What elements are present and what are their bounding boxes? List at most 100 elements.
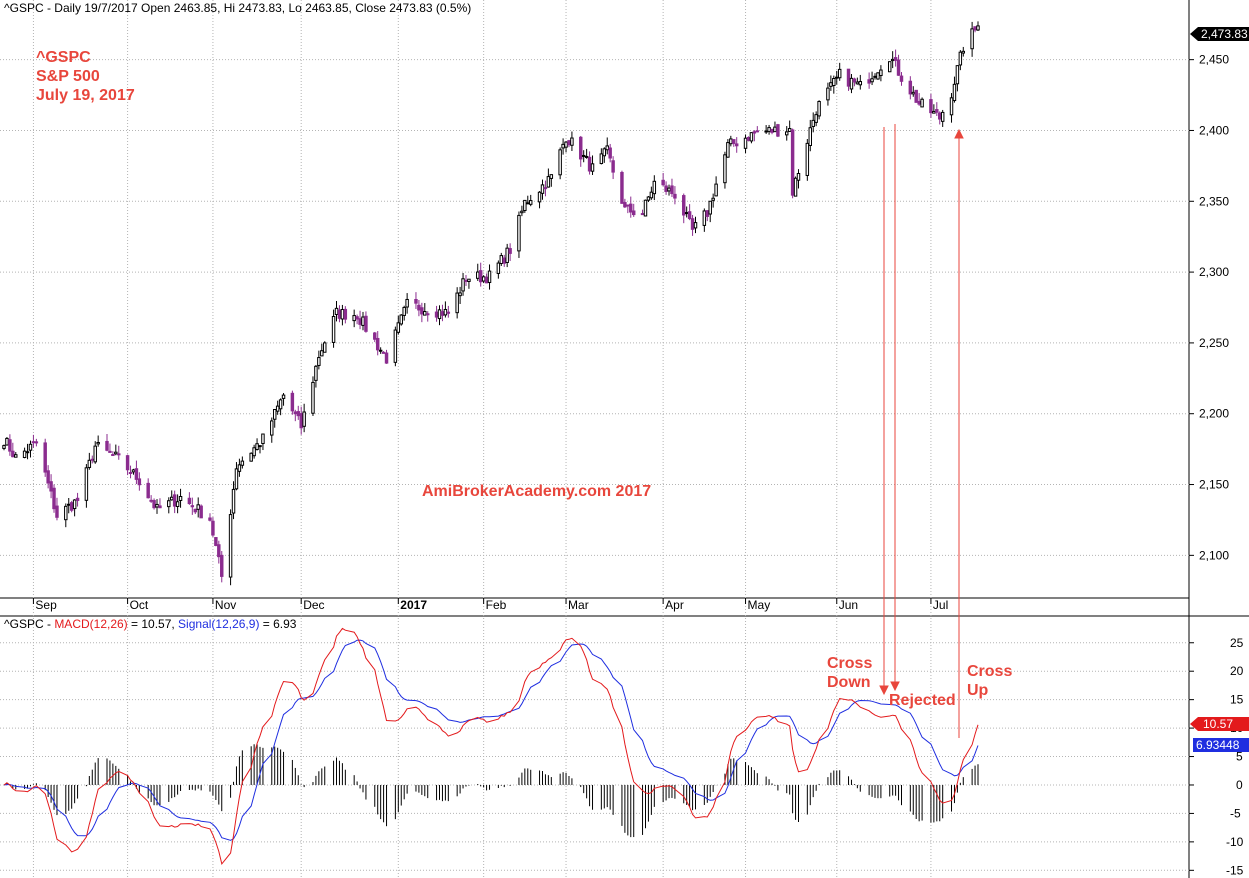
- candle-body: [311, 381, 315, 414]
- candle-body: [640, 213, 645, 216]
- candle-body: [705, 210, 710, 217]
- candle-body: [55, 505, 59, 518]
- candle-body: [561, 143, 565, 149]
- candle-body: [938, 112, 942, 120]
- candle-body: [31, 441, 36, 444]
- month-label: Oct: [130, 598, 149, 612]
- candle-body: [976, 25, 980, 31]
- macd-tick-label: -5: [1230, 806, 1241, 820]
- candle-body: [564, 141, 568, 148]
- month-label: Jul: [933, 598, 948, 612]
- candle-body: [172, 494, 177, 507]
- candle-body: [240, 460, 245, 466]
- candle-body: [899, 75, 904, 82]
- candle-body: [835, 76, 839, 79]
- candle-body: [393, 329, 398, 363]
- candle-body: [546, 176, 551, 188]
- candle-body: [402, 306, 406, 316]
- candle-body: [581, 154, 586, 157]
- candle-body: [231, 488, 236, 514]
- cross-up-label-line2: Up: [967, 682, 989, 699]
- candle-body: [590, 163, 595, 172]
- candle-body: [796, 172, 801, 181]
- candle-body: [234, 468, 239, 490]
- candle-body: [832, 78, 836, 86]
- candle-body: [175, 501, 180, 508]
- candle-body: [846, 68, 851, 87]
- candle-body: [970, 28, 974, 50]
- candle-body: [752, 131, 757, 134]
- candle-body: [811, 119, 815, 127]
- candle-body: [381, 351, 386, 354]
- candle-body: [785, 131, 789, 136]
- candle-body: [523, 199, 527, 211]
- signal-last-text: 6.93448: [1196, 738, 1240, 752]
- candle-body: [272, 408, 277, 420]
- candle-body: [484, 276, 489, 284]
- candle-body: [426, 313, 430, 316]
- candle-body: [437, 309, 442, 320]
- macd-tick-labels: -15-10-50510152025: [1189, 636, 1244, 877]
- candle-body: [917, 100, 921, 105]
- candle-body: [384, 352, 389, 364]
- candle-body: [2, 445, 6, 449]
- candle-body: [940, 111, 945, 122]
- candle-body: [611, 160, 615, 173]
- macd-last-text: 10.57: [1203, 717, 1233, 731]
- candle-body: [873, 75, 877, 78]
- candle-body: [464, 279, 468, 282]
- candle-body: [687, 211, 692, 220]
- candle-body: [155, 503, 159, 508]
- candle-body: [420, 307, 424, 315]
- candle-body: [711, 197, 715, 201]
- candle-body: [929, 99, 933, 114]
- price-candles: [2, 21, 980, 586]
- candle-body: [296, 411, 300, 417]
- candle-body: [949, 97, 954, 116]
- candle-body: [358, 318, 362, 325]
- candle-body: [228, 514, 233, 578]
- candle-body: [214, 537, 218, 546]
- candle-body: [364, 315, 368, 332]
- candle-body: [852, 78, 857, 83]
- candle-body: [620, 171, 624, 204]
- candle-body: [64, 505, 68, 521]
- month-label: May: [748, 598, 771, 612]
- candle-body: [549, 174, 554, 179]
- candle-body: [152, 500, 156, 509]
- candle-body: [764, 130, 768, 133]
- macd-header-value: = 10.57,: [128, 617, 178, 631]
- candle-body: [22, 450, 27, 458]
- candle-body: [193, 508, 197, 513]
- candle-body: [961, 50, 966, 54]
- month-label: Jun: [839, 598, 858, 612]
- macd-histogram: [6, 744, 979, 838]
- candle-body: [867, 79, 871, 84]
- price-header: ^GSPC - Daily 19/7/2017 Open 2463.85, Hi…: [4, 1, 471, 15]
- candle-body: [455, 292, 459, 314]
- candle-body: [220, 554, 224, 577]
- candle-body: [399, 314, 403, 325]
- candle-body: [505, 247, 509, 263]
- candle-body: [499, 255, 504, 265]
- candle-body: [72, 499, 77, 510]
- candle-body: [587, 156, 592, 172]
- candle-body: [46, 470, 50, 484]
- watermark-text: AmiBrokerAcademy.com 2017: [422, 483, 651, 500]
- candle-body: [87, 459, 92, 468]
- candle-body: [749, 132, 754, 142]
- macd-tick-label: 25: [1230, 636, 1244, 650]
- candle-body: [826, 87, 830, 101]
- candle-body: [755, 130, 760, 133]
- candle-body: [743, 137, 748, 149]
- month-label: Apr: [665, 598, 684, 612]
- candle-body: [643, 199, 648, 217]
- candle-body: [770, 128, 774, 133]
- candle-body: [75, 497, 80, 502]
- month-labels: Sep Oct Nov Dec 2017 Feb Mar Apr May Jun Jul: [32, 598, 948, 612]
- candle-body: [481, 276, 486, 282]
- candle-body: [526, 202, 530, 205]
- candle-body: [829, 82, 833, 87]
- candle-body: [599, 153, 604, 165]
